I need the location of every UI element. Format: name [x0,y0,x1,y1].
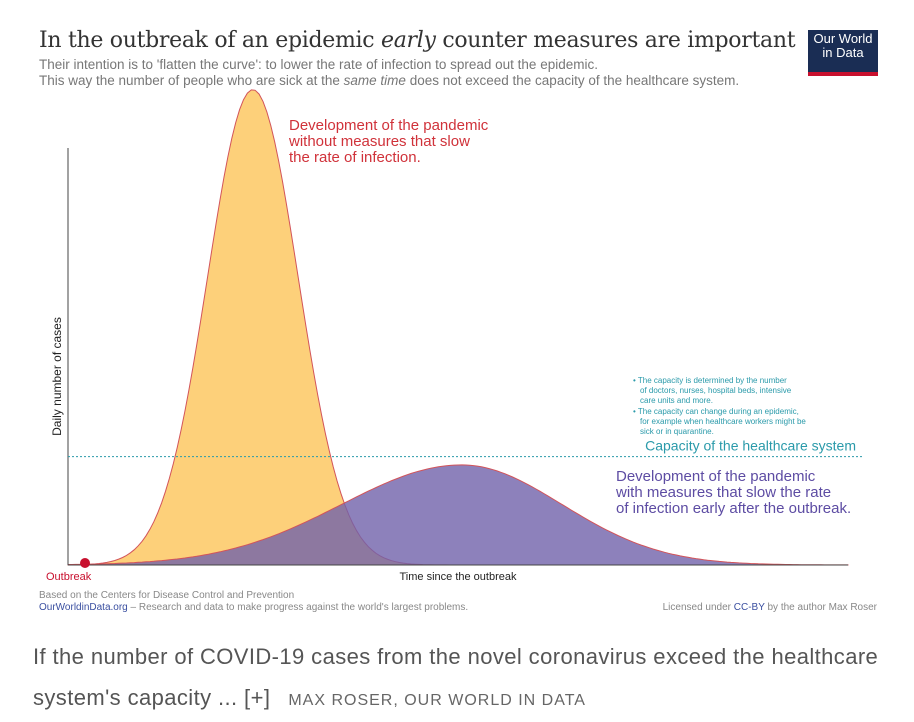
x-axis-label: Time since the outbreak [400,571,517,583]
capacity-note-line: • The capacity is determined by the numb… [633,376,787,385]
series-label-1: without measures that slow [288,133,470,150]
series-label-1: Development of the pandemic [289,117,489,134]
series-label-2: with measures that slow the rate [615,484,831,501]
capacity-label: Capacity of the healthcare system [645,438,856,454]
chart-subtitle-2: This way the number of people who are si… [39,73,740,88]
series-label-1: the rate of infection. [289,149,421,166]
outbreak-marker [80,558,90,568]
chart-title: In the outbreak of an epidemic early cou… [39,28,796,53]
caption-text[interactable]: If the number of COVID-19 cases from the… [33,644,879,710]
capacity-note-line: for example when healthcare workers migh… [640,417,806,426]
series-area-2 [67,464,849,566]
series-label-2: of infection early after the outbreak. [616,500,851,517]
capacity-note-line: of doctors, nurses, hospital beds, inten… [640,386,792,395]
series-label-2: Development of the pandemic [616,468,816,485]
flatten-curve-chart: Capacity of the healthcare system • The c… [46,89,862,583]
capacity-note-line: • The capacity can change during an epid… [633,407,799,416]
outbreak-label: Outbreak [46,571,92,583]
capacity-note-line: sick or in quarantine. [640,427,714,436]
chart-subtitle-1: Their intention is to 'flatten the curve… [39,57,598,72]
owid-logo[interactable]: Our World in Data [808,30,878,76]
y-axis-label: Daily number of cases [50,317,64,436]
capacity-note-line: care units and more. [640,396,713,405]
footer-license: Licensed under CC-BY by the author Max R… [662,602,877,613]
license-link[interactable]: CC-BY [733,602,765,613]
image-caption: If the number of COVID-19 cases from the… [33,636,893,721]
caption-credit: MAX ROSER, OUR WORLD IN DATA [288,692,586,709]
owid-link[interactable]: OurWorldinData.org [39,602,128,613]
chart-card: Capacity of the healthcare system • The c… [30,20,885,620]
footer-source: Based on the Centers for Disease Control… [39,590,295,601]
footer-site: OurWorldinData.org – Research and data t… [39,602,469,613]
